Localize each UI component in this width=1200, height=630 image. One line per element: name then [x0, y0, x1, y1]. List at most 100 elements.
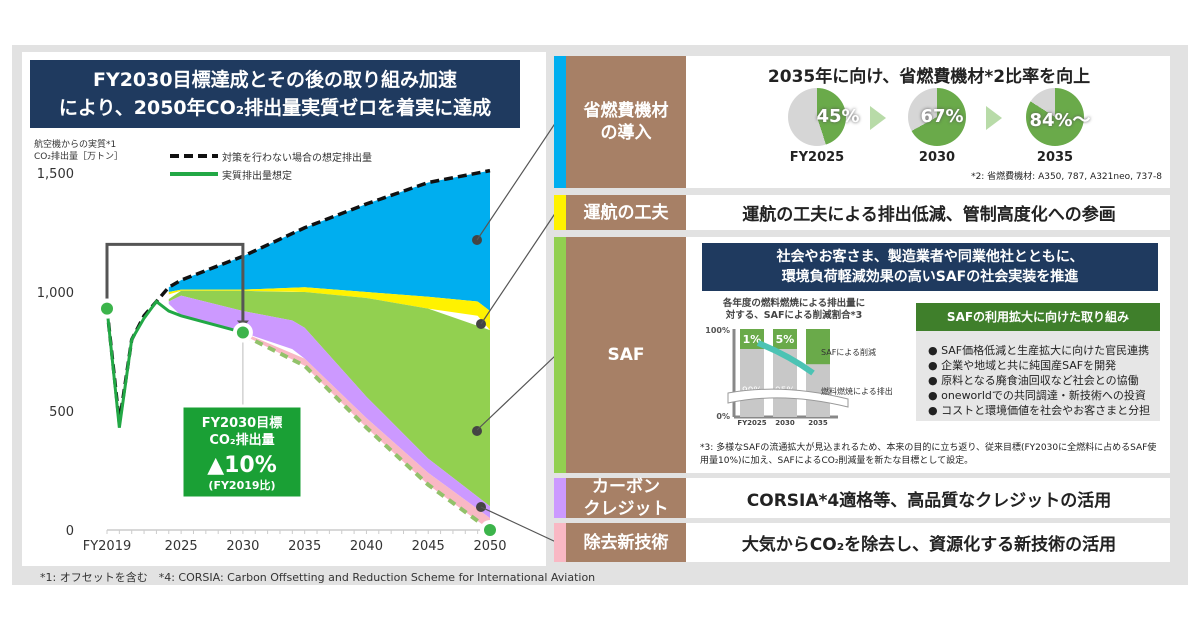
emissions-chart: FY2019 2025 2030 2035 2040 2045 2050 0 500 1,000 1… [34, 138, 507, 554]
pie-pct: 67% [920, 106, 964, 127]
fuel-headline: 2035年に向け、省燃費機材*2比率を向上 [767, 67, 1091, 87]
saf-bar [773, 329, 797, 349]
row-label: カーボン クレジット [554, 477, 686, 519]
area-省燃費機材の導入 [168, 170, 490, 312]
row-label: 運航の工夫 [554, 195, 686, 230]
x-tick-label: 2040 [350, 539, 383, 554]
data-point-marker [101, 302, 113, 315]
pointer-dot [472, 426, 482, 436]
x-tick-label: 2035 [288, 539, 321, 554]
color-stripe [554, 478, 566, 518]
callout-value: ▲10% [207, 453, 277, 478]
axis-break [727, 388, 849, 408]
initiative-item: ● 企業や地域と共に純国産SAFを開発 [928, 359, 1117, 372]
bracket-arrow [105, 242, 245, 323]
legend-baseline-label: 対策を行わない場合の想定排出量 [222, 151, 372, 164]
saf-initiatives-box: SAFの利用拡大に向けた取り組み ● SAF価格低減と生産拡大に向けた官民連携 ●… [916, 303, 1160, 421]
y-tick-label: 500 [49, 405, 74, 420]
saf-pct: 1% [743, 333, 762, 346]
fuel-note: *2: 省燃費機材: A350, 787, A321neo, 737-8 [971, 172, 1162, 182]
row-removal-technology: 除去新技術 大気からCO₂を除去し、資源化する新技術の活用 [554, 523, 1170, 562]
callout-note: (FY2019比) [208, 478, 275, 492]
saf-mini-title: 各年度の燃料燃焼による排出量に 対する、SAFによる削減割合*3 [696, 298, 892, 322]
saf-header: 社会やお客さま、製造業者や同業他社とともに、 環境負荷軽減効果の高いSAFの社会実… [702, 243, 1158, 291]
saf-bar [806, 329, 830, 365]
header-line: 社会やお客さま、製造業者や同業他社とともに、 [776, 249, 1084, 265]
initiative-item: ● 原料となる廃食油回収など社会との協働 [928, 374, 1139, 387]
fy2030-target-callout [180, 404, 304, 500]
saf-note: *3: 多様なSAFの流通拡大が見込まれるため、本来の目的に立ち返り、従来目標(… [700, 443, 1157, 466]
pie-year: 2030 [918, 150, 956, 165]
row-text: 大気からCO₂を除去し、資源化する新技術の活用 [741, 535, 1117, 555]
label-line: カーボン [592, 477, 660, 497]
area-除去新技術 [242, 332, 490, 530]
row-label: 除去新技術 [554, 523, 686, 562]
label-line: 省燃費機材 [583, 101, 669, 121]
pie-2035 [1026, 88, 1084, 146]
title-line-2: により、2050年CO₂排出量実質ゼロを着実に達成 [58, 97, 492, 119]
color-stripe [554, 56, 566, 188]
row-operations: 運航の工夫 運航の工夫による排出低減、管制高度化への参画 [554, 195, 1170, 230]
initiative-item: ● SAF価格低減と生産拡大に向けた官民連携 [928, 344, 1150, 357]
title-line-1: FY2030目標達成とその後の取り組み加速 [92, 69, 458, 91]
trend-arrow-icon [756, 340, 815, 376]
callout-line1: FY2030目標 [202, 415, 282, 431]
footnote: *1: オフセットを含む *4: CORSIA: Carbon Offsetti… [40, 571, 596, 584]
y-tick-label: 1,500 [37, 167, 74, 182]
y-label-100: 100% [705, 326, 730, 335]
saf-pct: 5% [776, 333, 795, 346]
area-運航の工夫 [168, 287, 490, 331]
bar-year: 2035 [808, 419, 828, 425]
initiative-item: ● oneworldでの共同調達・新技術への投資 [928, 389, 1146, 402]
y-label-0: 0% [716, 412, 730, 421]
bar-year: 2030 [775, 419, 795, 425]
row-text: 運航の工夫による排出低減、管制高度化への参画 [742, 205, 1116, 225]
legend-saf: SAFによる削減 [821, 347, 876, 357]
mini-title-line: 各年度の燃料燃焼による排出量に [722, 298, 866, 309]
bar-year: FY2025 [737, 419, 766, 425]
pie-year: 2035 [1036, 150, 1074, 165]
y-axis-label: CO₂排出量［万トン］ [34, 150, 123, 162]
chart-title: FY2030目標達成とその後の取り組み加速により、2050年CO₂排出量実質ゼロ… [30, 60, 520, 128]
actual-line [105, 299, 244, 428]
row-label: 省燃費機材 の導入 [554, 56, 686, 188]
mini-title-line: 対する、SAFによる削減割合*3 [725, 310, 863, 321]
color-stripe [554, 237, 566, 473]
legend-actual-label: 実質排出量想定 [222, 169, 292, 182]
row-label: SAF [554, 237, 686, 473]
net-dashed-line [242, 333, 492, 532]
area-SAF [168, 290, 490, 507]
data-point-marker [236, 326, 249, 339]
callout-line2: CO₂排出量 [209, 432, 274, 448]
row-saf: SAF 社会やお客さま、製造業者や同業他社とともに、 環境負荷軽減効果の高いSAF… [554, 237, 1170, 473]
pie-2030 [908, 88, 966, 146]
color-stripe [554, 195, 566, 230]
x-tick-label: 2045 [412, 539, 445, 554]
saf-bar-chart: 100%0%1%99%FY20255%95%20302035SAFによる削減燃料… [705, 326, 893, 425]
initiative-item: ● コストと環境価値を社会やお客さまと分担 [928, 404, 1151, 417]
row-text: CORSIA*4適格等、高品質なクレジットの活用 [746, 490, 1112, 511]
color-stripe [554, 523, 566, 562]
y-tick-label: 0 [66, 524, 74, 539]
area-カーボンクレジット [168, 295, 490, 519]
header-line: 環境負荷軽減効果の高いSAFの社会実装を推進 [781, 269, 1079, 285]
initiatives-title: SAFの利用拡大に向けた取り組み [916, 303, 1160, 331]
pie-pct: 84%〜 [1029, 110, 1091, 131]
y-tick-label: 1,000 [37, 286, 74, 301]
y-axis-label: 航空機からの実質*1 [34, 138, 116, 150]
data-point-marker [484, 524, 496, 536]
x-tick-label: 2030 [226, 539, 259, 554]
legend-fuel: 燃料燃焼による排出 [821, 386, 893, 396]
pie-fy2025 [788, 88, 846, 146]
row-carbon-credit: カーボン クレジット CORSIA*4適格等、高品質なクレジットの活用 [554, 477, 1170, 519]
pie-pct: 45% [816, 106, 860, 127]
x-tick-label: 2025 [165, 539, 198, 554]
label-line: クレジット [583, 499, 669, 519]
pie-year: FY2025 [789, 150, 845, 165]
arrow-right-icon [870, 106, 886, 130]
label-line: の導入 [600, 123, 652, 143]
arrow-right-icon [986, 106, 1002, 130]
row-fuel-efficient-aircraft: 省燃費機材 の導入 2035年に向け、省燃費機材*2比率を向上 45% FY202… [554, 56, 1170, 188]
initiatives-list: ● SAF価格低減と生産拡大に向けた官民連携 ● 企業や地域と共に純国産SAFを開… [916, 331, 1160, 418]
x-tick-label: 2050 [473, 539, 506, 554]
